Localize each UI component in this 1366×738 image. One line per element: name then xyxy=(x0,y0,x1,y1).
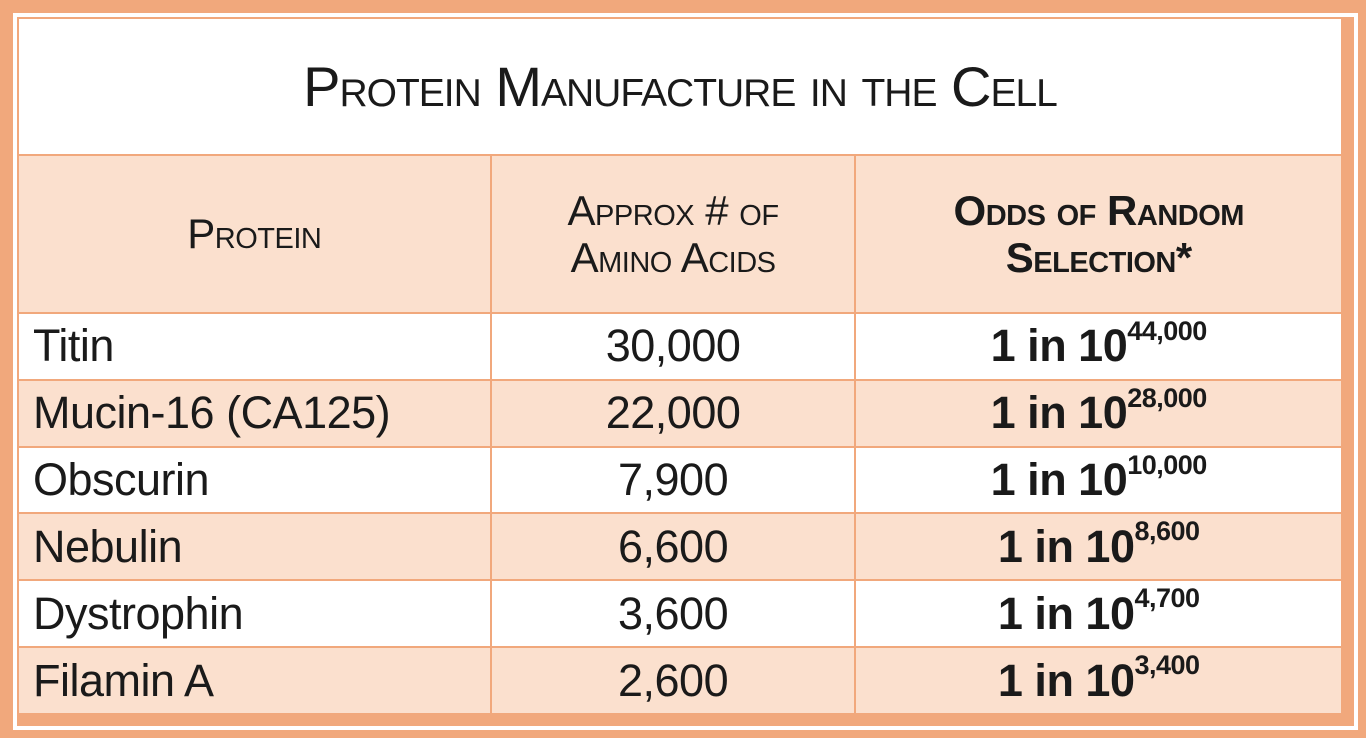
table-header-row: Protein Approx # of Amino Acids Odds of … xyxy=(19,154,1341,312)
protein-name-cell: Mucin-16 (CA125) xyxy=(33,387,391,439)
amino-acids-cell: 2,600 xyxy=(489,648,855,713)
protein-name-cell: Obscurin xyxy=(33,454,210,506)
protein-name-cell: Nebulin xyxy=(33,520,183,572)
odds-cell: 1 in 10 3,400 xyxy=(854,648,1341,713)
odds-cell: 1 in 10 4,700 xyxy=(854,581,1341,647)
odds-cell: 1 in 10 8,600 xyxy=(854,514,1341,580)
odds-cell: 1 in 10 28,000 xyxy=(854,380,1341,446)
odds-exponent: 10,000 xyxy=(1127,449,1207,480)
table-row-filamin-a: Filamin A 2,600 1 in 10 3,400 xyxy=(19,646,1341,713)
odds-base: 1 in 10 xyxy=(997,654,1135,706)
odds-base: 1 in 10 xyxy=(990,454,1128,506)
table-title: Protein Manufacture in the Cell xyxy=(303,55,1058,118)
protein-name-cell: Titin xyxy=(33,320,114,372)
amino-acids-cell: 3,600 xyxy=(489,581,855,647)
header-protein: Protein xyxy=(19,156,490,312)
protein-table: Protein Manufacture in the Cell Protein … xyxy=(17,17,1354,726)
odds-cell: 1 in 10 10,000 xyxy=(854,447,1341,513)
odds-base: 1 in 10 xyxy=(997,587,1135,639)
odds-base: 1 in 10 xyxy=(990,387,1128,439)
header-odds-line2: Selection* xyxy=(1005,234,1192,281)
table-row-obscurin: Obscurin 7,900 1 in 10 10,000 xyxy=(19,445,1341,513)
header-amino-line2: Amino Acids xyxy=(570,234,776,281)
table-row-nebulin: Nebulin 6,600 1 in 10 8,600 xyxy=(19,512,1341,580)
table-row-titin: Titin 30,000 1 in 10 44,000 xyxy=(19,312,1341,379)
header-amino-acids: Approx # of Amino Acids xyxy=(489,156,855,312)
amino-acids-cell: 22,000 xyxy=(489,380,855,446)
odds-base: 1 in 10 xyxy=(990,320,1128,372)
amino-acids-cell: 6,600 xyxy=(489,514,855,580)
header-odds: Odds of Random Selection* xyxy=(854,156,1341,312)
odds-cell: 1 in 10 44,000 xyxy=(854,314,1341,379)
odds-exponent: 44,000 xyxy=(1127,315,1207,346)
odds-exponent: 4,700 xyxy=(1134,583,1200,614)
table-row-mucin-16: Mucin-16 (CA125) 22,000 1 in 10 28,000 xyxy=(19,378,1341,446)
header-odds-line1: Odds of Random xyxy=(953,186,1245,234)
odds-exponent: 28,000 xyxy=(1127,382,1207,413)
odds-exponent: 8,600 xyxy=(1134,516,1200,547)
odds-base: 1 in 10 xyxy=(997,520,1135,572)
protein-name-cell: Filamin A xyxy=(33,654,214,706)
protein-name-cell: Dystrophin xyxy=(33,587,244,639)
table-row-dystrophin: Dystrophin 3,600 1 in 10 4,700 xyxy=(19,579,1341,647)
header-protein-label: Protein xyxy=(187,210,322,258)
table-title-row: Protein Manufacture in the Cell xyxy=(19,19,1341,154)
amino-acids-cell: 30,000 xyxy=(489,314,855,379)
amino-acids-cell: 7,900 xyxy=(489,447,855,513)
odds-exponent: 3,400 xyxy=(1134,650,1200,681)
table-panel: Protein Manufacture in the Cell Protein … xyxy=(13,13,1358,730)
header-amino-line1: Approx # of xyxy=(567,186,780,234)
